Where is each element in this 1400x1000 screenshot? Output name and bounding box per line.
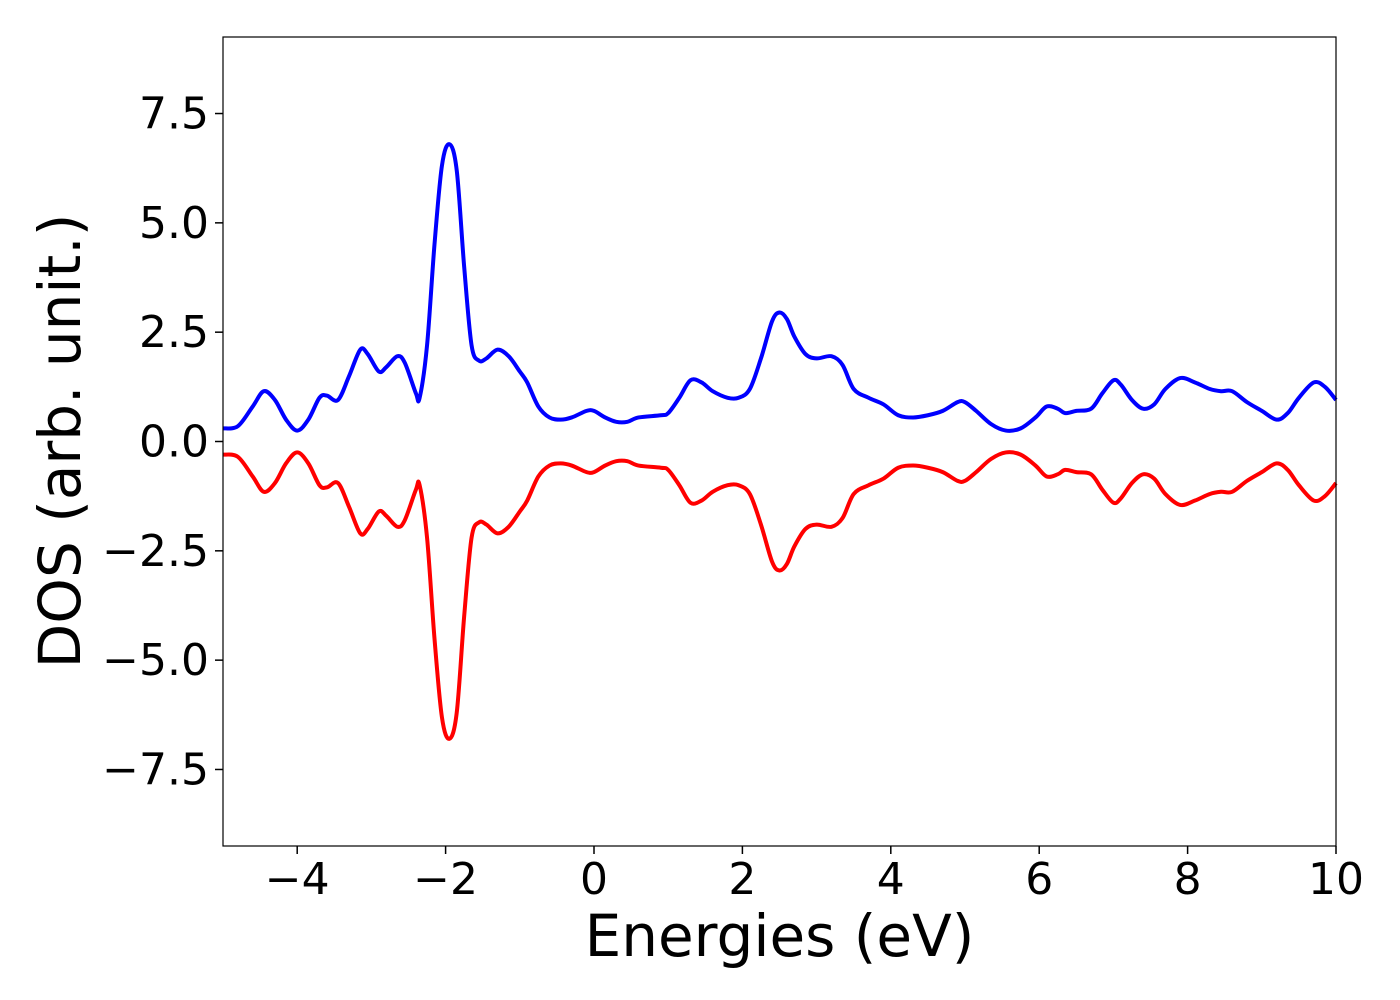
- series-layer: [222, 142, 1338, 741]
- x-tick-label: 0: [580, 854, 608, 905]
- series-line-2: [222, 450, 1338, 741]
- y-tick-label: 7.5: [139, 89, 209, 140]
- plot-frame: [222, 36, 1337, 847]
- y-tick-label: −5.0: [102, 635, 209, 686]
- y-tick-label: −2.5: [102, 526, 209, 577]
- x-tick-label: 4: [877, 854, 905, 905]
- series-line-1: [222, 142, 1338, 433]
- y-tick-label: 0.0: [139, 417, 209, 468]
- x-tick-label: 10: [1308, 854, 1364, 905]
- y-tick-label: 2.5: [139, 307, 209, 358]
- x-tick-label: 6: [1025, 854, 1053, 905]
- y-tick-label: −7.5: [102, 744, 209, 795]
- x-axis: −4 −2 0 2 4 6 8 10: [265, 846, 1364, 905]
- y-tick-label: 5.0: [139, 198, 209, 249]
- x-tick-label: 2: [728, 854, 756, 905]
- y-axis-title: DOS (arb. unit.): [26, 214, 94, 669]
- y-axis: 7.5 5.0 2.5 0.0 −2.5 −5.0 −7.5: [102, 89, 223, 795]
- x-axis-title: Energies (eV): [585, 902, 975, 970]
- x-tick-label: −4: [265, 854, 330, 905]
- x-tick-label: −2: [413, 854, 478, 905]
- x-tick-label: 8: [1174, 854, 1202, 905]
